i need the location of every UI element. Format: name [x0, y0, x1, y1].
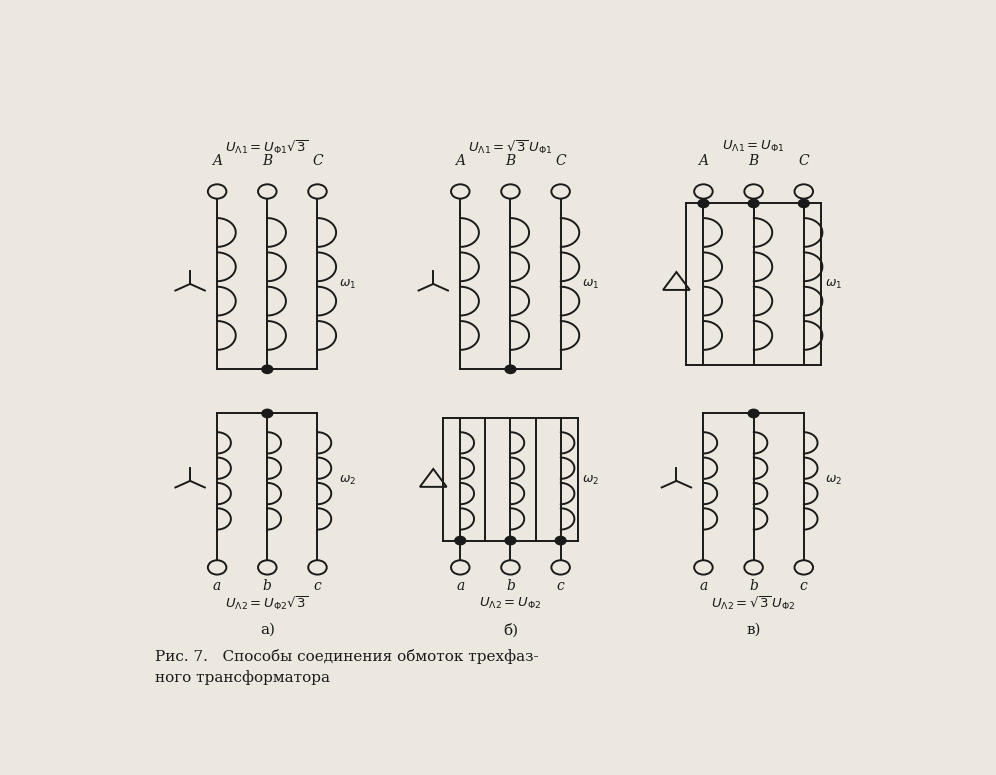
Text: $\omega_1$: $\omega_1$ [583, 277, 600, 291]
Circle shape [748, 409, 759, 418]
Text: a: a [699, 580, 707, 594]
Text: C: C [312, 153, 323, 167]
Text: A: A [212, 153, 222, 167]
Text: A: A [698, 153, 708, 167]
Text: C: C [799, 153, 809, 167]
Circle shape [262, 409, 273, 418]
Text: C: C [556, 153, 566, 167]
Text: $\omega_2$: $\omega_2$ [826, 474, 843, 487]
Text: $\omega_1$: $\omega_1$ [826, 277, 843, 291]
Text: $U_{\Lambda1} = \sqrt{3}\,U_{\Phi1}$: $U_{\Lambda1} = \sqrt{3}\,U_{\Phi1}$ [468, 138, 553, 156]
Text: b: b [263, 580, 272, 594]
Text: $\omega_2$: $\omega_2$ [583, 474, 600, 487]
Text: $U_{\Lambda2} = \sqrt{3}\,U_{\Phi2}$: $U_{\Lambda2} = \sqrt{3}\,U_{\Phi2}$ [711, 594, 796, 612]
Text: b: b [749, 580, 758, 594]
Circle shape [505, 536, 516, 545]
Text: $U_{\Lambda2} = U_{\Phi2}$: $U_{\Lambda2} = U_{\Phi2}$ [479, 596, 542, 611]
Text: a: a [456, 580, 464, 594]
Text: c: c [314, 580, 322, 594]
Circle shape [455, 536, 466, 545]
Circle shape [555, 536, 566, 545]
Text: b: b [506, 580, 515, 594]
Text: в): в) [746, 623, 761, 637]
Text: $\omega_1$: $\omega_1$ [339, 277, 357, 291]
Text: B: B [505, 153, 516, 167]
Circle shape [698, 199, 709, 208]
Text: $U_{\Lambda2} = U_{\Phi2}\sqrt{3}$: $U_{\Lambda2} = U_{\Phi2}\sqrt{3}$ [225, 594, 310, 612]
Text: а): а) [260, 623, 275, 637]
Text: B: B [748, 153, 759, 167]
Text: Рис. 7.   Способы соединения обмоток трехфаз-
ного трансформатора: Рис. 7. Способы соединения обмоток трехф… [155, 649, 539, 685]
Text: c: c [800, 580, 808, 594]
Text: $\omega_2$: $\omega_2$ [339, 474, 357, 487]
Text: A: A [455, 153, 465, 167]
Circle shape [505, 365, 516, 374]
Circle shape [262, 365, 273, 374]
Circle shape [799, 199, 809, 208]
Text: б): б) [503, 623, 518, 637]
Text: $U_{\Lambda1} = U_{\Phi1}\sqrt{3}$: $U_{\Lambda1} = U_{\Phi1}\sqrt{3}$ [225, 138, 310, 156]
Text: c: c [557, 580, 565, 594]
Text: B: B [262, 153, 273, 167]
Circle shape [748, 199, 759, 208]
Text: a: a [213, 580, 221, 594]
Text: $U_{\Lambda1} = U_{\Phi1}$: $U_{\Lambda1} = U_{\Phi1}$ [722, 140, 785, 154]
